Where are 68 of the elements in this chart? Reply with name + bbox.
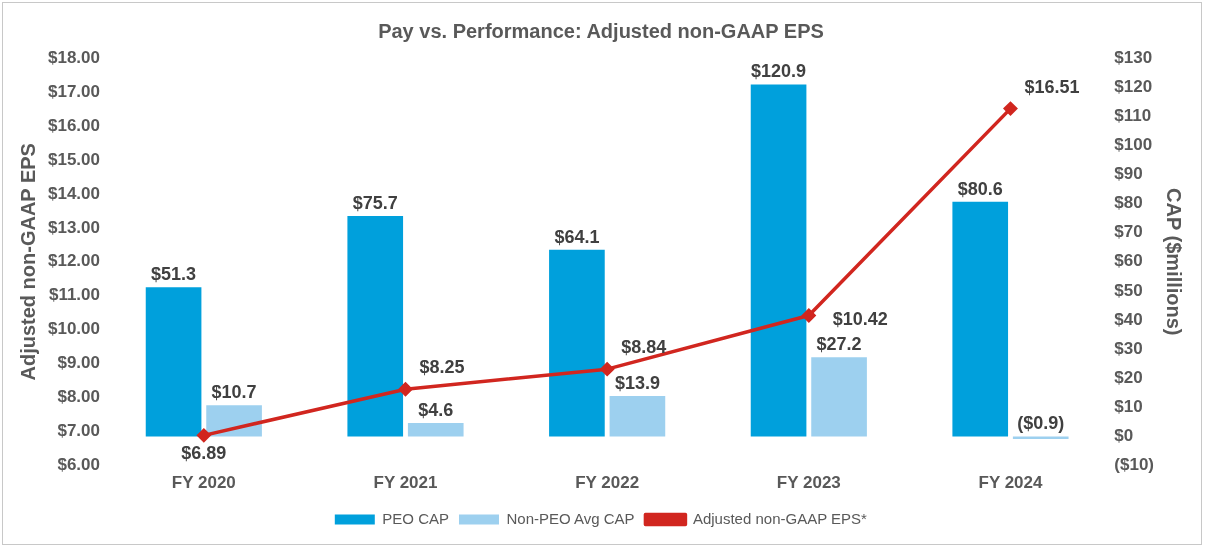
y-axis-title: Adjusted non-GAAP EPS bbox=[16, 143, 39, 381]
bar bbox=[952, 201, 1009, 437]
data-label: $8.84 bbox=[621, 337, 667, 358]
legend-label: Non-PEO Avg CAP bbox=[506, 509, 635, 527]
data-label: $16.51 bbox=[1024, 76, 1080, 97]
y2-tick-label: $0 bbox=[1114, 426, 1134, 446]
x-tick-label: FY 2021 bbox=[373, 473, 438, 493]
y-tick-label: $6.00 bbox=[57, 455, 100, 475]
y-tick-label: $13.00 bbox=[48, 217, 100, 237]
y2-tick-label: ($10) bbox=[1114, 455, 1154, 475]
bar bbox=[407, 423, 464, 437]
x-tick-label: FY 2023 bbox=[776, 473, 841, 493]
bar bbox=[609, 396, 666, 437]
bar bbox=[549, 249, 605, 437]
y-tick-label: $12.00 bbox=[48, 251, 100, 271]
y2-tick-label: $30 bbox=[1114, 338, 1143, 358]
chart-title: Pay vs. Performance: Adjusted non-GAAP EPS bbox=[378, 19, 824, 42]
y-tick-label: $14.00 bbox=[48, 183, 100, 203]
y-tick-label: $8.00 bbox=[57, 387, 100, 407]
y2-tick-label: $70 bbox=[1114, 222, 1143, 242]
y2-tick-label: $110 bbox=[1114, 105, 1152, 125]
y-tick-label: $15.00 bbox=[48, 149, 100, 169]
data-label: $75.7 bbox=[352, 193, 398, 214]
data-label: $80.6 bbox=[957, 178, 1003, 199]
y2-tick-label: $100 bbox=[1114, 135, 1153, 155]
y2-tick-label: $120 bbox=[1114, 76, 1153, 96]
point bbox=[398, 382, 413, 396]
y-tick-label: $16.00 bbox=[48, 115, 100, 135]
y2-tick-label: $50 bbox=[1114, 280, 1143, 300]
bar bbox=[1012, 436, 1069, 440]
y-tick-label: $10.00 bbox=[48, 319, 100, 339]
data-label: $8.25 bbox=[419, 357, 465, 378]
point bbox=[600, 362, 614, 376]
point bbox=[802, 308, 816, 323]
data-label: $4.6 bbox=[418, 400, 454, 421]
legend-label: PEO CAP bbox=[382, 509, 449, 527]
data-label: $10.42 bbox=[832, 309, 888, 330]
x-tick-label: FY 2022 bbox=[575, 473, 640, 493]
data-label: $27.2 bbox=[816, 334, 862, 355]
legend-label: Adjusted non-GAAP EPS* bbox=[692, 509, 868, 527]
bar bbox=[347, 216, 404, 437]
point bbox=[197, 428, 211, 443]
y2-tick-label: $130 bbox=[1114, 47, 1153, 67]
y-tick-label: $9.00 bbox=[57, 353, 100, 373]
data-label: $51.3 bbox=[151, 264, 197, 285]
x-tick-label: FY 2024 bbox=[978, 473, 1043, 493]
y2-tick-label: $10 bbox=[1114, 397, 1143, 417]
data-label: $13.9 bbox=[614, 372, 660, 393]
data-label: ($0.9) bbox=[1017, 413, 1065, 434]
y2-axis-title: CAP ($millions) bbox=[1163, 188, 1186, 336]
data-label: $64.1 bbox=[554, 226, 600, 247]
data-label: $6.89 bbox=[181, 443, 227, 464]
bar bbox=[145, 287, 202, 437]
data-label: $120.9 bbox=[751, 61, 807, 82]
bar bbox=[811, 357, 867, 437]
y-tick-label: $7.00 bbox=[57, 421, 100, 441]
x-tick-label: FY 2020 bbox=[171, 473, 236, 493]
y-tick-label: $17.00 bbox=[48, 81, 100, 101]
y2-tick-label: $80 bbox=[1114, 193, 1143, 213]
y-tick-label: $11.00 bbox=[48, 285, 100, 305]
data-label: $10.7 bbox=[211, 382, 257, 403]
y2-tick-label: $40 bbox=[1114, 309, 1143, 329]
y2-tick-label: $90 bbox=[1114, 164, 1143, 184]
y-tick-label: $18.00 bbox=[48, 47, 100, 67]
point bbox=[1003, 101, 1018, 116]
y2-tick-label: $20 bbox=[1114, 367, 1143, 387]
y2-tick-label: $60 bbox=[1114, 251, 1143, 271]
bar bbox=[750, 84, 807, 437]
